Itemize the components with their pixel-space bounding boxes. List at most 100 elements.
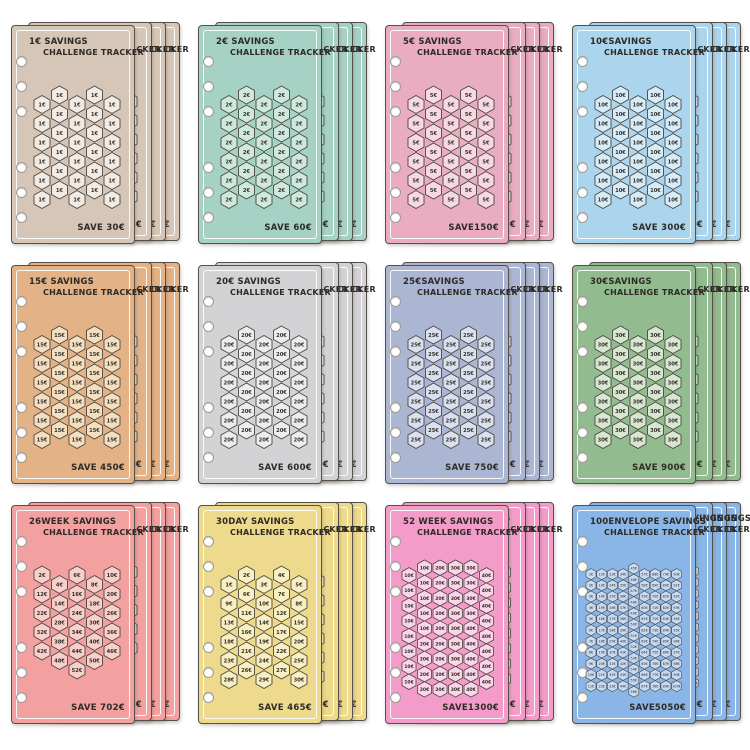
hexagon-amount-label: 78€ <box>652 684 658 688</box>
hexagon-amount-label: 2€ <box>225 121 233 127</box>
savings-hexagon <box>68 94 86 115</box>
savings-hexagon <box>417 559 432 576</box>
hexagon-amount-label: 15€ <box>72 342 83 348</box>
hexagon-amount-label: 31€ <box>609 662 615 666</box>
hexagon-amount-label: 5€ <box>447 197 455 203</box>
binder-hole <box>203 561 214 572</box>
savings-hexagon <box>273 363 290 383</box>
savings-hexagon <box>86 420 103 440</box>
hexagon-amount-label: 30€ <box>650 371 661 377</box>
savings-hexagon <box>442 334 460 355</box>
hexagon-amount-label: 32€ <box>37 630 48 636</box>
hexagon-amount-label: 5€ <box>465 150 473 156</box>
savings-hexagon <box>460 85 477 105</box>
hexagon-amount-label: 25€ <box>481 342 492 348</box>
hexagon-amount-label: 1€ <box>56 150 64 156</box>
savings-hexagon <box>639 624 650 636</box>
hexagon-amount-label: 10€ <box>668 178 679 184</box>
savings-hexagon <box>33 641 51 661</box>
savings-hexagon <box>463 650 479 668</box>
savings-hexagon <box>479 567 494 584</box>
front-sheet: 30€SAVINGS CHALLENGE TRACKER 30€ 30€ 30€ 30€ 3… <box>572 265 705 484</box>
binder-hole <box>390 187 401 198</box>
savings-hexagon <box>596 680 608 692</box>
save-total-label: SAVE5050€ <box>629 703 686 713</box>
savings-hexagon <box>628 618 640 631</box>
savings-hexagon <box>220 593 238 614</box>
savings-hexagon <box>477 391 495 412</box>
savings-hexagon <box>664 372 682 393</box>
hexagon-amount-label: 20€ <box>259 418 270 424</box>
hexagon-amount-label: 1€ <box>108 159 116 165</box>
hexagon-amount-label: 2€ <box>243 150 251 156</box>
savings-hexagon <box>407 151 425 172</box>
hexagon-amount-label: 77€ <box>652 673 658 677</box>
hexagon-amount-label: 76€ <box>652 662 658 666</box>
hexagon-amount-label: 20€ <box>294 437 305 443</box>
savings-hexagon <box>407 353 425 374</box>
savings-hexagon <box>86 363 103 383</box>
savings-hexagon <box>664 353 682 374</box>
savings-hexagon <box>51 161 68 181</box>
card-title-line2: CHALLENGE TRACKER <box>417 47 518 57</box>
savings-hexagon <box>425 161 442 181</box>
savings-hexagon <box>639 613 650 625</box>
savings-hexagon <box>273 180 290 200</box>
savings-hexagon <box>607 624 618 636</box>
hexagon-amount-label: 5€ <box>295 582 303 588</box>
card-title-line2: CHALLENGE TRACKER <box>43 527 144 537</box>
hexagon-amount-label: 1€ <box>91 93 99 99</box>
binder-hole <box>577 692 588 703</box>
savings-hexagon <box>463 605 479 622</box>
savings-hexagon <box>432 635 448 652</box>
binder-hole <box>390 536 401 547</box>
binder-hole <box>203 452 214 463</box>
savings-hexagon <box>647 401 664 421</box>
savings-hexagon <box>594 132 612 153</box>
savings-hexagon <box>238 363 255 383</box>
savings-hexagon <box>585 613 597 625</box>
hexagon-amount-label: 10€ <box>598 178 609 184</box>
hexagon-amount-label: 2€ <box>295 140 303 146</box>
binder-hole <box>203 536 214 547</box>
hexagon-amount-label: 20€ <box>294 399 305 405</box>
savings-hexagon <box>417 589 432 607</box>
hexagon-amount-label: 38€ <box>620 617 626 621</box>
savings-hexagon <box>612 123 629 143</box>
card-title-line1: 30€SAVINGS <box>590 277 652 287</box>
savings-hexagon <box>617 669 629 681</box>
hexagon-amount-label: 10€ <box>650 169 661 175</box>
savings-hexagon <box>425 142 442 162</box>
savings-hexagon <box>68 565 86 585</box>
hexagon-amount-label: 40€ <box>466 626 476 632</box>
savings-hexagon <box>86 85 103 105</box>
savings-hexagon <box>442 189 460 210</box>
hexagon-amount-label: 20€ <box>294 418 305 424</box>
savings-hexagon <box>290 631 308 652</box>
savings-hexagon <box>33 622 51 642</box>
savings-hexagon <box>220 669 238 690</box>
savings-hexagon <box>68 151 86 172</box>
hexagon-amount-label: 5€ <box>447 140 455 146</box>
savings-hexagon <box>33 429 51 450</box>
savings-hexagon <box>51 85 68 105</box>
savings-hexagon <box>103 132 121 153</box>
savings-hexagon <box>628 663 640 676</box>
hexagon-amount-label: 2€ <box>260 159 268 165</box>
hexagon-amount-label: 2€ <box>243 573 251 579</box>
hexagon-amount-label: 13€ <box>598 584 604 588</box>
card-title-line2: CHALLENGE TRACKER <box>230 47 331 57</box>
hexagon-amount-label: 20€ <box>435 687 445 693</box>
hexagon-amount-label: 25€ <box>446 342 457 348</box>
savings-hexagon <box>442 113 460 134</box>
hexagon-amount-label: 15€ <box>54 352 65 358</box>
hexagon-amount-label: 10€ <box>404 603 414 609</box>
binder-hole <box>577 536 588 547</box>
savings-hexagon <box>255 631 273 652</box>
